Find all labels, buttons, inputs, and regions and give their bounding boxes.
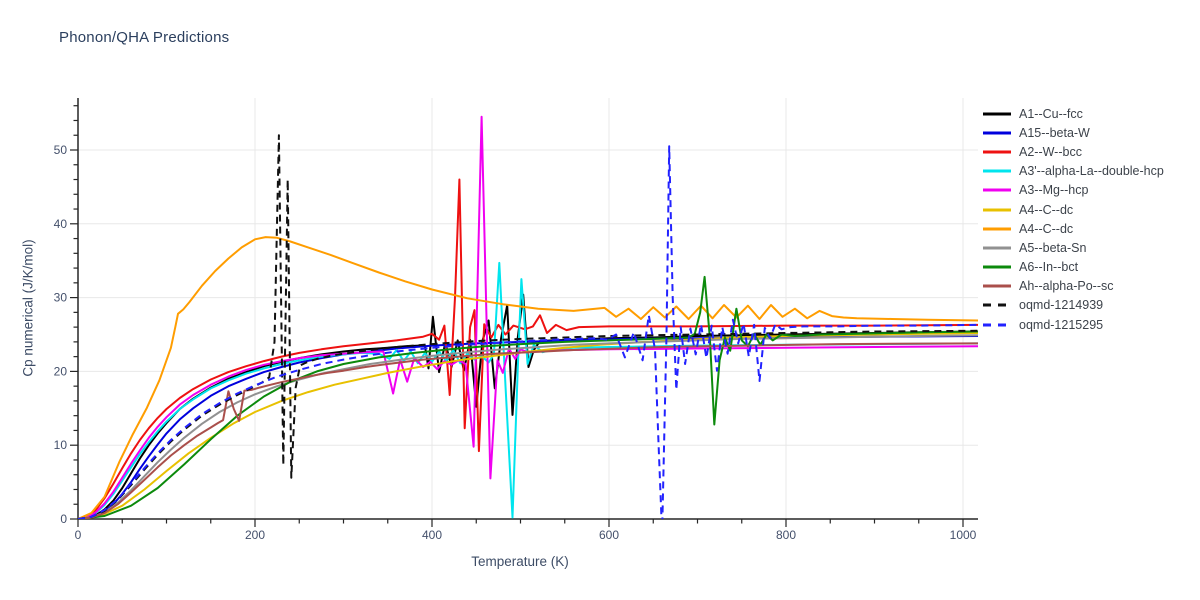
legend-item-label: A2--W--bcc: [1019, 144, 1082, 159]
legend-item-a1-cu-fcc[interactable]: A1--Cu--fcc: [983, 104, 1164, 123]
legend-item-oqmd-1215295[interactable]: oqmd-1215295: [983, 315, 1164, 334]
legend-item-label: A3--Mg--hcp: [1019, 183, 1089, 198]
y-tick-label: 50: [54, 143, 68, 157]
chart-title: Phonon/QHA Predictions: [59, 29, 230, 46]
series-line-a4-c-dc-orange: [78, 236, 978, 519]
series-line-a2-w-bcc: [78, 178, 978, 519]
legend-item-label: Ah--alpha-Po--sc: [1019, 279, 1114, 294]
legend-item-label: A4--C--dc: [1019, 221, 1074, 236]
legend-swatch-a3p-alpha-la-double-hcp: [983, 169, 1011, 173]
legend-item-a6-in-bct[interactable]: A6--In--bct: [983, 258, 1164, 277]
legend-item-a15-beta-w[interactable]: A15--beta-W: [983, 123, 1164, 142]
legend-item-label: A6--In--bct: [1019, 260, 1079, 275]
legend-swatch-ah-alpha-po-sc: [983, 284, 1011, 288]
series-line-ah-alpha-po-sc: [78, 342, 978, 519]
legend-swatch-a3-mg-hcp: [983, 188, 1011, 192]
x-tick-label: 200: [245, 528, 265, 542]
series-line-oqmd-1215295: [78, 145, 978, 519]
legend-item-label: A5--beta-Sn: [1019, 240, 1087, 255]
x-tick-label: 800: [776, 528, 796, 542]
legend-item-a2-w-bcc[interactable]: A2--W--bcc: [983, 142, 1164, 161]
legend-swatch-a6-in-bct: [983, 265, 1011, 269]
legend-swatch-a4-c-dc-gold: [983, 208, 1011, 212]
legend-item-oqmd-1214939[interactable]: oqmd-1214939: [983, 296, 1164, 315]
series-line-oqmd-1214939: [78, 134, 978, 519]
series-lines: [78, 115, 978, 519]
legend-swatch-a2-w-bcc: [983, 150, 1011, 154]
x-tick-label: 1000: [950, 528, 977, 542]
legend-item-label: A1--Cu--fcc: [1019, 106, 1083, 121]
x-tick-label: 0: [75, 528, 82, 542]
axis-lines: [77, 98, 978, 520]
x-axis-title: Temperature (K): [471, 554, 569, 569]
legend-swatch-a5-beta-sn: [983, 246, 1011, 250]
series-line-a5-beta-sn: [78, 334, 978, 519]
x-tick-label: 600: [599, 528, 619, 542]
legend-item-a4-c-dc-gold[interactable]: A4--C--dc: [983, 200, 1164, 219]
y-axis-title: Cp numerical (J/K/mol): [20, 239, 36, 377]
y-tick-label: 40: [54, 217, 68, 231]
y-tick-label: 30: [54, 291, 68, 305]
y-tick-label: 20: [54, 364, 68, 378]
legend-item-label: oqmd-1215295: [1019, 317, 1104, 332]
legend-item-a5-beta-sn[interactable]: A5--beta-Sn: [983, 238, 1164, 257]
gridlines: [78, 98, 978, 519]
legend-swatch-a1-cu-fcc: [983, 112, 1011, 116]
legend-swatch-oqmd-1214939: [983, 303, 1011, 307]
legend-item-label: oqmd-1214939: [1019, 298, 1104, 313]
legend: A1--Cu--fcc A15--beta-W A2--W--bcc A3'--alp…: [983, 104, 1164, 334]
legend-item-label: A3'--alpha-La--double-hcp: [1019, 164, 1164, 179]
legend-swatch-a15-beta-w: [983, 131, 1011, 135]
x-tick-label: 400: [422, 528, 442, 542]
series-line-a6-in-bct: [78, 275, 978, 519]
legend-swatch-a4-c-dc-orange: [983, 227, 1011, 231]
series-line-a3p-alpha-la-double-hcp: [78, 261, 978, 519]
axis-ticks: [70, 105, 964, 527]
y-tick-label: 0: [60, 512, 67, 526]
legend-item-a3-mg-hcp[interactable]: A3--Mg--hcp: [983, 181, 1164, 200]
legend-item-a3p-alpha-la-double-hcp[interactable]: A3'--alpha-La--double-hcp: [983, 162, 1164, 181]
legend-item-label: A4--C--dc: [1019, 202, 1074, 217]
y-tick-label: 10: [54, 438, 68, 452]
legend-swatch-oqmd-1215295: [983, 323, 1011, 327]
legend-item-ah-alpha-po-sc[interactable]: Ah--alpha-Po--sc: [983, 277, 1164, 296]
legend-item-a4-c-dc-orange[interactable]: A4--C--dc: [983, 219, 1164, 238]
axis-tick-labels: 0 200 400 600 800 1000 0 10 20 30 40 50: [54, 143, 977, 542]
legend-item-label: A15--beta-W: [1019, 125, 1090, 140]
